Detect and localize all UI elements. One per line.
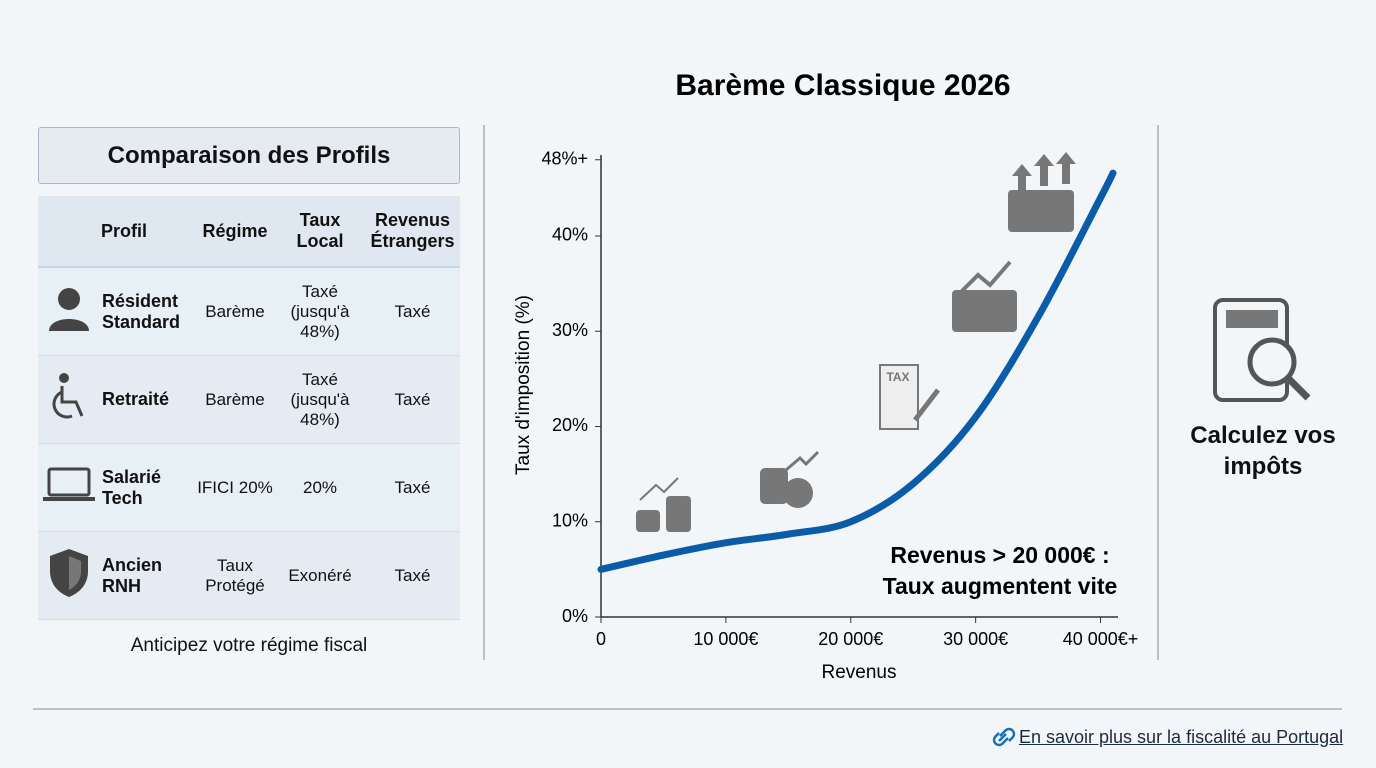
icon <box>43 467 95 501</box>
header-cell: Régime <box>195 196 275 268</box>
table-cell: Barème <box>195 355 275 444</box>
table-cell: 20% <box>275 443 365 532</box>
chart-title: Barème Classique 2026 <box>675 69 1010 102</box>
svg-text:TAX: TAX <box>886 370 909 384</box>
table-row: Salarié Tech IFICI 20% 20% Taxé <box>38 443 460 532</box>
icon: TAX <box>636 152 1311 747</box>
annotation: Revenus > 20 000€ : <box>890 542 1109 568</box>
y-tick-label: 20% <box>552 415 588 435</box>
y-tick-label: 30% <box>552 320 588 340</box>
footer-link[interactable]: En savoir plus sur la fiscalité au Portu… <box>1019 727 1344 747</box>
table-cell: IFICI 20% <box>195 443 275 532</box>
y-tick-label: 10% <box>552 510 588 530</box>
table-cell: Barème <box>195 267 275 356</box>
header-cell <box>38 196 100 268</box>
y-axis-label: Taux d'imposition (%) <box>513 295 534 475</box>
x-tick-label: 10 000€ <box>693 629 758 649</box>
calculator-label: Calculez vos impôts <box>1190 422 1336 480</box>
table-cell: Taxé <box>365 267 460 356</box>
table-cell: Exonéré <box>275 531 365 620</box>
table-cell: Taxé <box>365 355 460 444</box>
x-tick-label: 40 000€+ <box>1063 629 1139 649</box>
header-cell: Revenus Étrangers <box>365 196 460 268</box>
caption: Anticipez votre régime fiscal <box>130 635 368 656</box>
icon <box>49 288 89 331</box>
table-cell: Salarié Tech <box>100 443 195 532</box>
table-cell: Taxé <box>365 443 460 532</box>
x-axis-label: Revenus <box>822 662 897 683</box>
annotation: Taux augmentent vite <box>883 573 1118 599</box>
x-tick-label: 30 000€ <box>943 629 1008 649</box>
profile-table: Profil Régime Taux Local Revenus Étrange… <box>38 196 460 620</box>
table-cell: Taxé (jusqu'à 48%) <box>275 355 365 444</box>
x-tick-label: 20 000€ <box>818 629 883 649</box>
table-cell: Taux Protégé <box>195 531 275 620</box>
table-row: Ancien RNH Taux Protégé Exonéré Taxé <box>38 531 460 620</box>
header-cell: Taux Local <box>275 196 365 268</box>
y-tick-label: 0% <box>562 606 588 626</box>
table-cell: Taxé (jusqu'à 48%) <box>275 267 365 356</box>
y-tick-label: 40% <box>552 225 588 245</box>
icon <box>52 373 84 419</box>
table-cell: Résident Standard <box>100 267 195 356</box>
icon-cell <box>38 267 100 356</box>
table-cell: Ancien RNH <box>100 531 195 620</box>
table-row: Retraité Barème Taxé (jusqu'à 48%) Taxé <box>38 355 460 444</box>
table-cell: Taxé <box>365 531 460 620</box>
x-tick-label: 0 <box>596 629 606 649</box>
table-cell: Retraité <box>100 355 195 444</box>
panel-title: Comparaison des Profils <box>38 127 460 184</box>
table-row: Résident Standard Barème Taxé (jusqu'à 48%… <box>38 267 460 356</box>
icon-cell <box>38 531 100 620</box>
icon-cell <box>38 443 100 532</box>
icon <box>50 549 88 597</box>
data-line <box>597 169 1117 573</box>
header-cell: Profil <box>100 196 195 268</box>
icon-cell <box>38 355 100 444</box>
y-tick-label: 48%+ <box>541 149 588 169</box>
